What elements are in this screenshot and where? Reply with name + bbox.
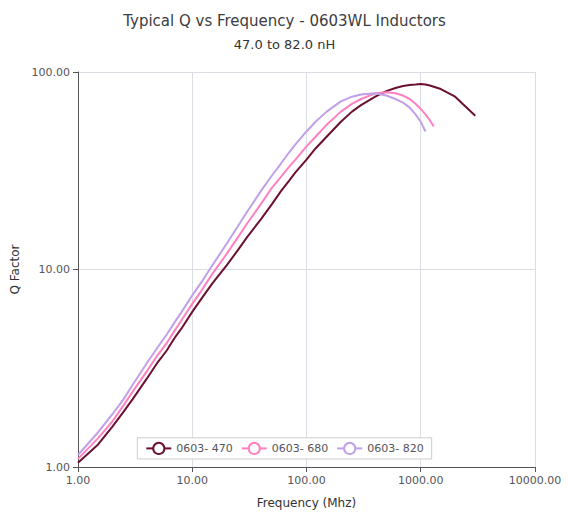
svg-text:10.00: 10.00 [39,263,71,276]
svg-text:Typical Q vs Frequency - 0603W: Typical Q vs Frequency - 0603WL Inductor… [122,12,446,30]
svg-text:0603- 680: 0603- 680 [272,442,328,455]
svg-text:Q Factor: Q Factor [8,244,22,294]
svg-text:Frequency (Mhz): Frequency (Mhz) [257,496,356,510]
svg-text:100.00: 100.00 [32,66,71,79]
svg-text:47.0 to 82.0 nH: 47.0 to 82.0 nH [234,37,335,52]
svg-text:0603- 820: 0603- 820 [367,442,423,455]
svg-text:10.00: 10.00 [177,474,209,487]
svg-text:0603- 470: 0603- 470 [176,442,232,455]
svg-text:1.00: 1.00 [66,474,91,487]
svg-text:100.00: 100.00 [287,474,326,487]
svg-text:10000.00: 10000.00 [509,474,562,487]
svg-text:1000.00: 1000.00 [398,474,444,487]
svg-text:1.00: 1.00 [46,461,71,474]
